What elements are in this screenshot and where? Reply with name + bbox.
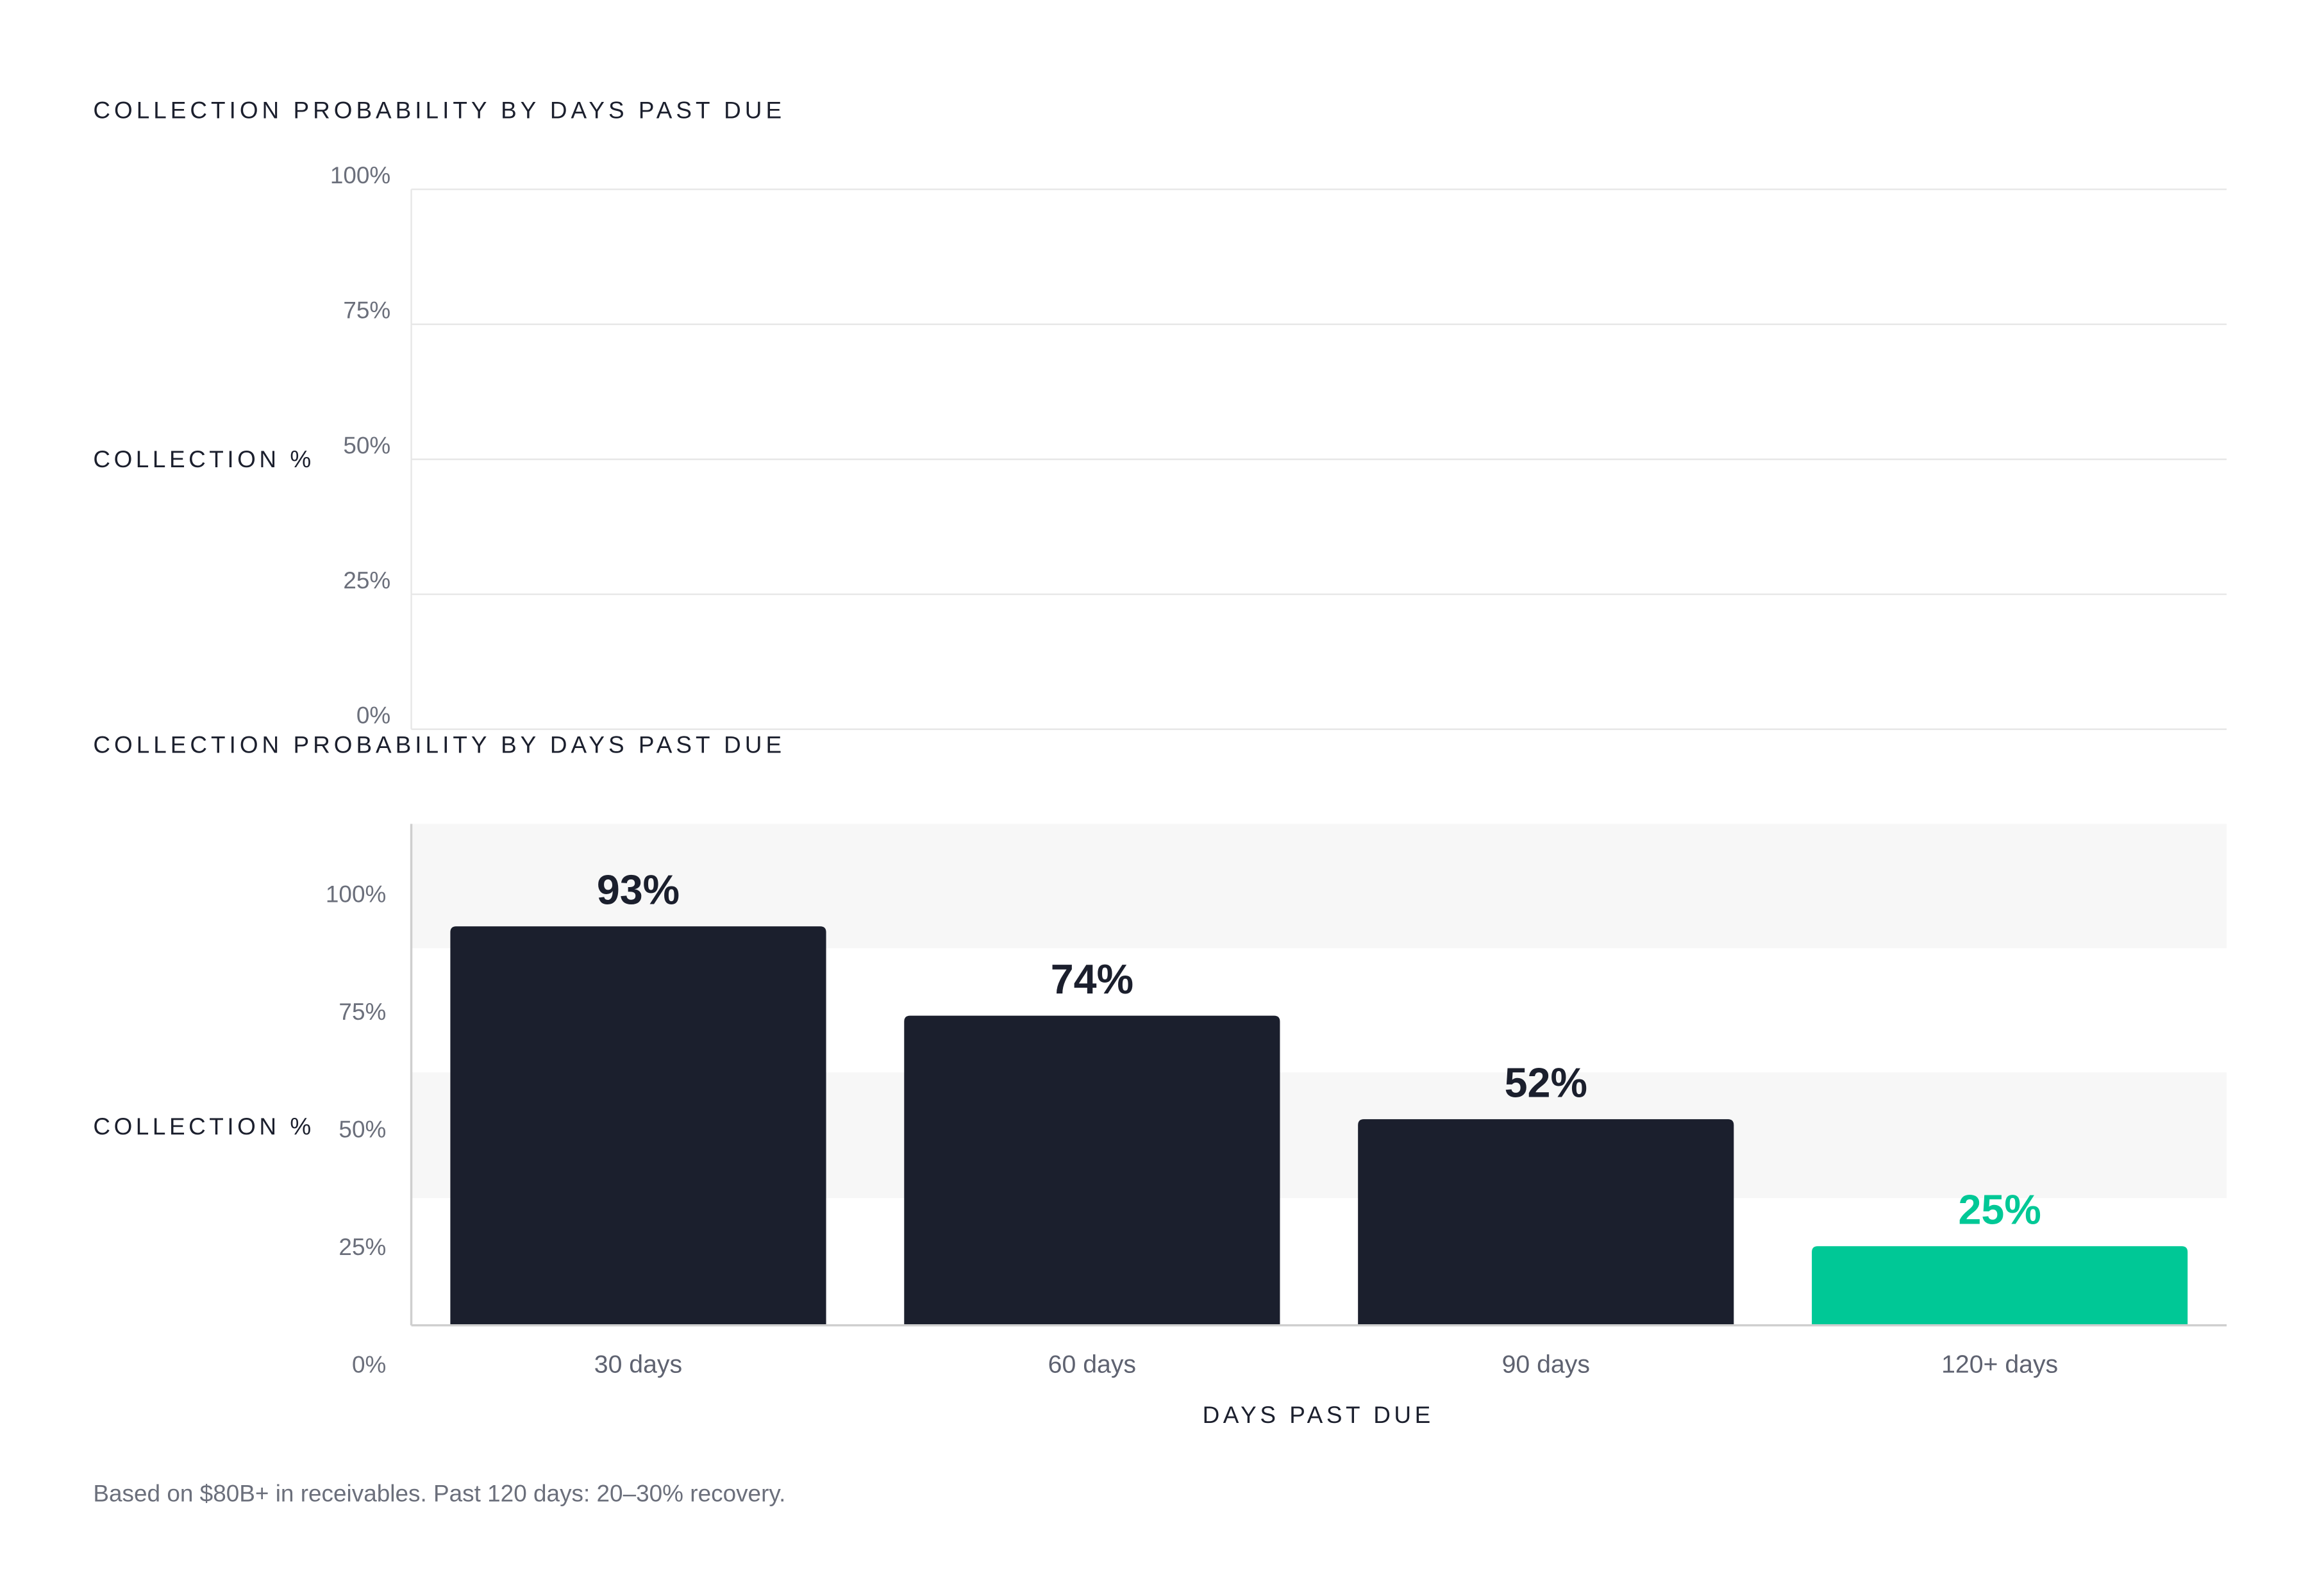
- chart-2-y-axis-title: COLLECTION %: [93, 1113, 314, 1140]
- x-tick-label: 60 days: [1048, 1351, 1136, 1379]
- chart-1-y-tick-label: 75%: [343, 297, 390, 324]
- chart-1-y-tick-label: 50%: [343, 432, 390, 458]
- x-tick-label: 120+ days: [1941, 1351, 2058, 1379]
- chart-1-y-tick-label: 25%: [343, 567, 390, 594]
- footnote: Based on $80B+ in receivables. Past 120 …: [93, 1482, 786, 1508]
- bar-data-label: 74%: [1051, 956, 1133, 1002]
- x-tick-label: 30 days: [594, 1351, 682, 1379]
- bar-data-label: 25%: [1958, 1187, 2041, 1233]
- chart-1: COLLECTION PROBABILITY BY DAYS PAST DUE …: [93, 97, 2227, 730]
- chart-2-bars: [450, 926, 2188, 1326]
- chart-2-y-tick-label: 25%: [339, 1234, 386, 1260]
- bar-data-label: 93%: [597, 867, 680, 913]
- chart-1-y-axis-title: COLLECTION %: [93, 446, 314, 472]
- x-tick-label: 90 days: [1502, 1351, 1590, 1379]
- chart-1-y-tick-label: 0%: [356, 702, 390, 728]
- bar-60-days: [904, 1015, 1280, 1326]
- chart-2-title: COLLECTION PROBABILITY BY DAYS PAST DUE: [93, 732, 785, 758]
- chart-2-y-tick-label: 100%: [326, 881, 386, 908]
- chart-2: COLLECTION PROBABILITY BY DAYS PAST DUE …: [93, 732, 2227, 1428]
- chart-2-y-tick-label: 0%: [352, 1352, 386, 1378]
- chart-1-gridlines: [411, 188, 2227, 730]
- chart-2-y-ticks: 0% 25% 50% 75% 100%: [326, 881, 386, 1378]
- chart-1-y-tick-label: 100%: [330, 162, 390, 188]
- chart-2-y-tick-label: 75%: [339, 999, 386, 1025]
- chart-2-x-axis-title: DAYS PAST DUE: [1203, 1402, 1434, 1428]
- chart-2-data-labels: 93% 74% 52% 25%: [597, 867, 2041, 1233]
- bar-data-label: 52%: [1505, 1060, 1587, 1106]
- bar-30-days: [450, 926, 826, 1326]
- chart-2-x-ticks: 30 days 60 days 90 days 120+ days: [594, 1351, 2058, 1379]
- chart-2-y-tick-label: 50%: [339, 1117, 386, 1143]
- chart-1-title: COLLECTION PROBABILITY BY DAYS PAST DUE: [93, 97, 785, 124]
- chart-1-y-ticks: 0% 25% 50% 75% 100%: [330, 162, 390, 728]
- bar-120-days: [1812, 1246, 2188, 1326]
- bar-90-days: [1358, 1119, 1734, 1326]
